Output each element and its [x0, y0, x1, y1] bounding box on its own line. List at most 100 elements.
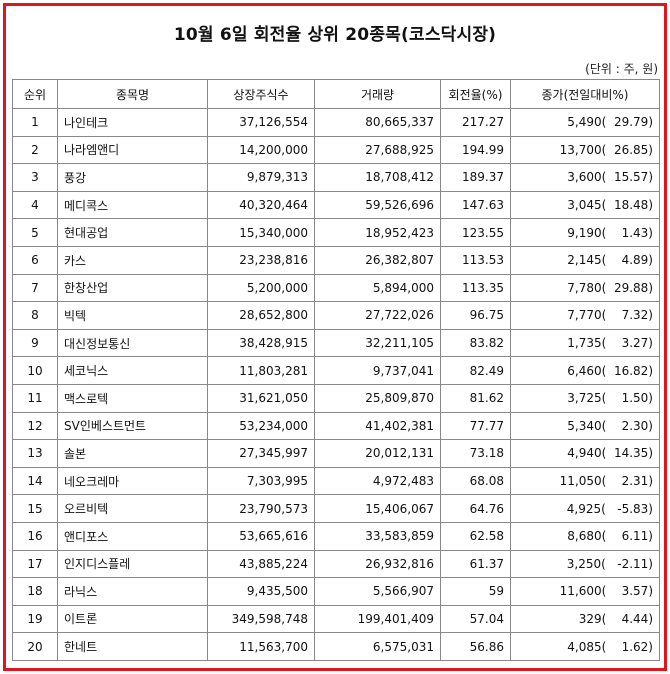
cell-volume: 15,406,067: [314, 494, 441, 523]
cell-turnover: 57.04: [440, 604, 511, 634]
cell-volume: 33,583,859: [314, 521, 441, 551]
cell-listed-shares: 11,563,700: [207, 632, 315, 661]
cell-turnover: 96.75: [440, 301, 511, 330]
header-volume: 거래량: [314, 79, 441, 109]
cell-volume: 80,665,337: [314, 108, 441, 137]
cell-rank: 14: [12, 466, 58, 496]
table-row: 15 오르비텍 23,790,573 15,406,067 64.76 4,925( -5…: [12, 494, 660, 523]
cell-listed-shares: 5,200,000: [207, 273, 315, 303]
header-name: 종목명: [57, 79, 208, 109]
cell-volume: 32,211,105: [314, 328, 441, 358]
cell-volume: 18,708,412: [314, 163, 441, 192]
cell-close-price: 3,045( 18.48): [510, 190, 660, 220]
cell-stock-name: 나인테크: [57, 108, 208, 137]
table-row: 3 풍강 9,879,313 18,708,412 189.37 3,600( 15.57…: [12, 163, 660, 192]
cell-volume: 20,012,131: [314, 439, 441, 468]
cell-stock-name: 메디콕스: [57, 190, 208, 220]
cell-listed-shares: 27,345,997: [207, 439, 315, 468]
cell-close-price: 6,460( 16.82): [510, 356, 660, 385]
cell-listed-shares: 37,126,554: [207, 108, 315, 137]
cell-volume: 59,526,696: [314, 190, 441, 220]
header-listed-shares: 상장주식수: [207, 79, 315, 109]
cell-listed-shares: 14,200,000: [207, 135, 315, 165]
cell-close-price: 329( 4.44): [510, 604, 660, 634]
cell-volume: 18,952,423: [314, 218, 441, 247]
cell-volume: 6,575,031: [314, 632, 441, 661]
cell-listed-shares: 9,879,313: [207, 163, 315, 192]
cell-rank: 8: [12, 301, 58, 330]
table-row: 18 라닉스 9,435,500 5,566,907 59 11,600( 3.57): [12, 577, 660, 606]
cell-listed-shares: 349,598,748: [207, 604, 315, 634]
cell-volume: 27,688,925: [314, 135, 441, 165]
table-row: 16 앤디포스 53,665,616 33,583,859 62.58 8,680( 6.…: [12, 521, 660, 551]
table-row: 11 맥스로텍 31,621,050 25,809,870 81.62 3,725( 1.…: [12, 383, 660, 413]
cell-close-price: 2,145( 4.89): [510, 245, 660, 275]
cell-volume: 26,932,816: [314, 549, 441, 579]
cell-volume: 26,382,807: [314, 245, 441, 275]
cell-listed-shares: 53,234,000: [207, 411, 315, 441]
cell-close-price: 8,680( 6.11): [510, 521, 660, 551]
cell-volume: 5,566,907: [314, 577, 441, 606]
cell-turnover: 194.99: [440, 135, 511, 165]
cell-stock-name: 인지디스플레: [57, 549, 208, 579]
cell-close-price: 3,725( 1.50): [510, 383, 660, 413]
cell-stock-name: 라닉스: [57, 577, 208, 606]
cell-rank: 12: [12, 411, 58, 441]
cell-turnover: 73.18: [440, 439, 511, 468]
cell-stock-name: 카스: [57, 245, 208, 275]
cell-volume: 9,737,041: [314, 356, 441, 385]
cell-close-price: 7,780( 29.88): [510, 273, 660, 303]
table-body: 1 나인테크 37,126,554 80,665,337 217.27 5,490( 29…: [12, 108, 660, 661]
cell-stock-name: 현대공업: [57, 218, 208, 247]
document-frame: 10월 6일 회전율 상위 20종목(코스닥시장) (단위 : 주, 원) 순위…: [3, 3, 667, 671]
cell-turnover: 189.37: [440, 163, 511, 192]
cell-rank: 18: [12, 577, 58, 606]
cell-turnover: 217.27: [440, 108, 511, 137]
cell-listed-shares: 23,790,573: [207, 494, 315, 523]
cell-turnover: 82.49: [440, 356, 511, 385]
cell-stock-name: 앤디포스: [57, 521, 208, 551]
table-row: 19 이트론 349,598,748 199,401,409 57.04 329( 4.4…: [12, 604, 660, 634]
cell-listed-shares: 38,428,915: [207, 328, 315, 358]
cell-turnover: 147.63: [440, 190, 511, 220]
table-row: 14 네오크레마 7,303,995 4,972,483 68.08 11,050( 2.…: [12, 466, 660, 496]
table-row: 2 나라엠앤디 14,200,000 27,688,925 194.99 13,700( …: [12, 135, 660, 165]
cell-volume: 199,401,409: [314, 604, 441, 634]
cell-stock-name: SV인베스트먼트: [57, 411, 208, 441]
header-close-price: 종가(전일대비%): [510, 79, 660, 109]
document-title: 10월 6일 회전율 상위 20종목(코스닥시장): [173, 25, 497, 45]
cell-close-price: 1,735( 3.27): [510, 328, 660, 358]
cell-rank: 5: [12, 218, 58, 247]
cell-listed-shares: 40,320,464: [207, 190, 315, 220]
table-row: 8 빅텍 28,652,800 27,722,026 96.75 7,770( 7.32): [12, 301, 660, 330]
cell-listed-shares: 23,238,816: [207, 245, 315, 275]
cell-stock-name: 한네트: [57, 632, 208, 661]
cell-close-price: 5,490( 29.79): [510, 108, 660, 137]
cell-close-price: 3,250( -2.11): [510, 549, 660, 579]
cell-volume: 4,972,483: [314, 466, 441, 496]
table-row: 10 세코닉스 11,803,281 9,737,041 82.49 6,460( 16.…: [12, 356, 660, 385]
cell-listed-shares: 7,303,995: [207, 466, 315, 496]
cell-stock-name: 맥스로텍: [57, 383, 208, 413]
cell-turnover: 61.37: [440, 549, 511, 579]
unit-note: (단위 : 주, 원): [585, 62, 658, 76]
cell-listed-shares: 9,435,500: [207, 577, 315, 606]
table-header-row: 순위 종목명 상장주식수 거래량 회전율(%) 종가(전일대비%): [12, 79, 660, 109]
cell-rank: 13: [12, 439, 58, 468]
cell-turnover: 56.86: [440, 632, 511, 661]
cell-stock-name: 풍강: [57, 163, 208, 192]
cell-listed-shares: 28,652,800: [207, 301, 315, 330]
cell-rank: 15: [12, 494, 58, 523]
cell-close-price: 4,085( 1.62): [510, 632, 660, 661]
cell-turnover: 62.58: [440, 521, 511, 551]
cell-turnover: 113.35: [440, 273, 511, 303]
cell-rank: 19: [12, 604, 58, 634]
cell-volume: 5,894,000: [314, 273, 441, 303]
table-row: 6 카스 23,238,816 26,382,807 113.53 2,145( 4.89…: [12, 245, 660, 275]
cell-rank: 1: [12, 108, 58, 137]
cell-volume: 27,722,026: [314, 301, 441, 330]
cell-turnover: 113.53: [440, 245, 511, 275]
cell-listed-shares: 15,340,000: [207, 218, 315, 247]
cell-close-price: 7,770( 7.32): [510, 301, 660, 330]
cell-close-price: 11,600( 3.57): [510, 577, 660, 606]
